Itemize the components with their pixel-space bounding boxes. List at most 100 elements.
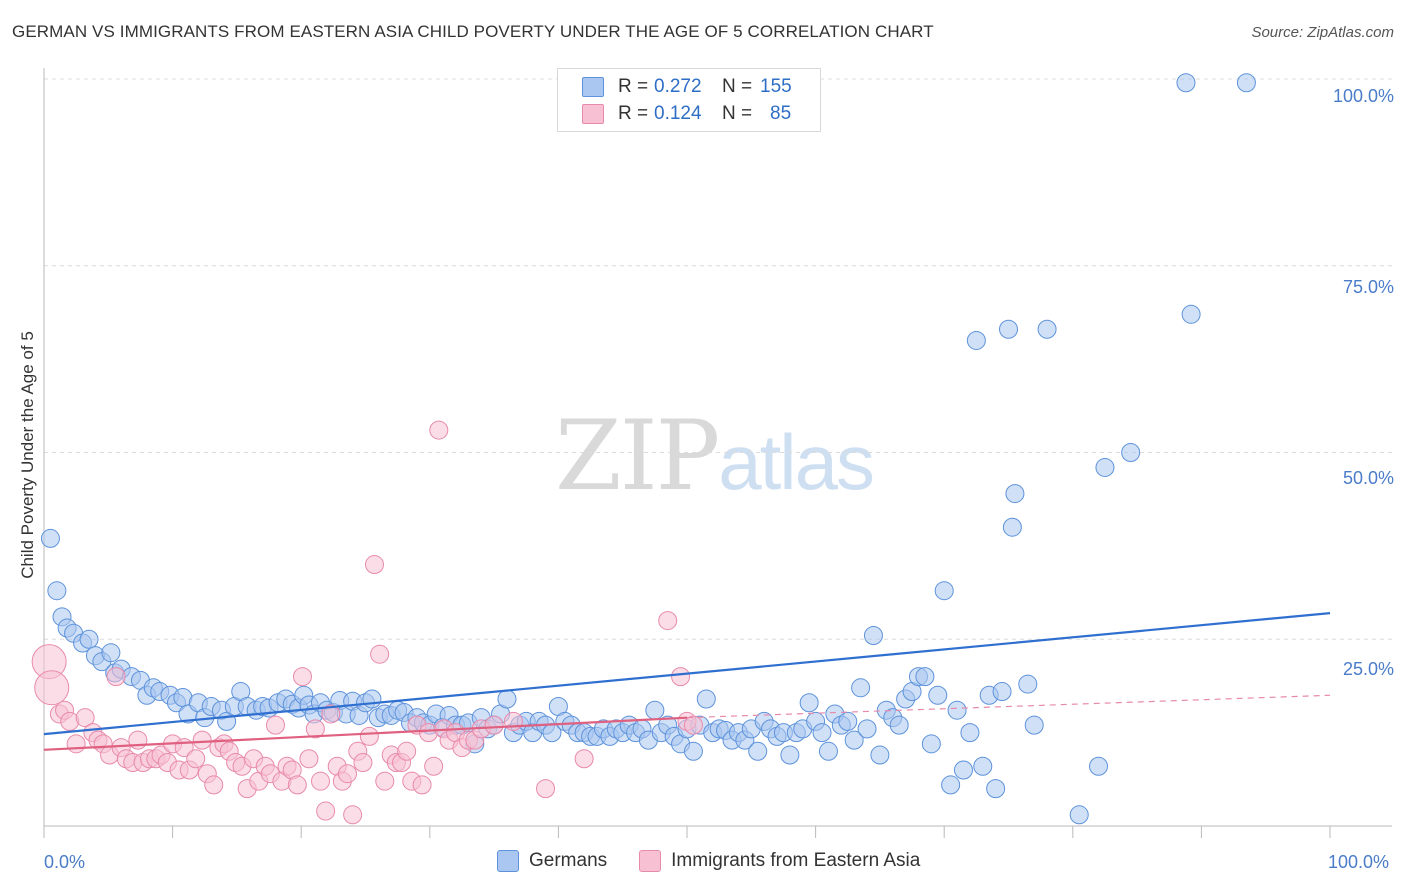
immigrant-point — [375, 771, 395, 791]
immigrant-point — [316, 801, 336, 821]
german-point — [928, 685, 948, 705]
correlation-legend: R = 0.272 N = 155 R = 0.124 N = 85 — [557, 68, 821, 132]
watermark-zip: ZIP — [555, 400, 720, 512]
legend-r-label: R = — [618, 103, 649, 124]
immigrant-point — [397, 741, 417, 761]
immigrant-point — [305, 719, 325, 739]
immigrant-point — [429, 420, 449, 440]
german-point — [101, 643, 121, 663]
immigrant-point — [337, 764, 357, 784]
immigrant-point — [484, 715, 504, 735]
german-point — [844, 730, 864, 750]
german-point — [497, 689, 517, 709]
x-tick-0: 0.0% — [44, 852, 86, 872]
immigrant-point — [683, 715, 703, 735]
german-point — [799, 693, 819, 713]
german-point — [851, 678, 871, 698]
german-point — [362, 689, 382, 709]
immigrant-point — [574, 749, 594, 769]
immigrant-point — [66, 734, 86, 754]
y-tick-75: 75.0% — [1342, 277, 1394, 297]
immigrant-point — [204, 775, 224, 795]
german-point — [47, 581, 67, 601]
series-swatch-immigrants — [639, 850, 662, 872]
german-point — [748, 741, 768, 761]
immigrant-point — [424, 756, 444, 776]
legend-row-immigrants: R = 0.124 N = 85 — [582, 102, 791, 126]
legend-r-value: 0.272 — [654, 76, 702, 97]
watermark-atlas: atlas — [718, 418, 875, 506]
german-point — [696, 689, 716, 709]
legend-n-label: N = — [722, 103, 753, 124]
immigrant-trend-line — [43, 716, 688, 751]
german-point — [1024, 715, 1044, 735]
german-point — [838, 711, 858, 731]
immigrant-point — [343, 805, 363, 825]
german-point — [966, 330, 986, 350]
german-point — [1069, 805, 1089, 825]
immigrant-point — [353, 753, 373, 773]
german-point — [1037, 319, 1057, 339]
y-tick-50: 50.0% — [1342, 468, 1394, 488]
series-legend-immigrants[interactable]: Immigrants from Eastern Asia — [639, 850, 920, 872]
legend-n-value: 85 — [770, 103, 792, 124]
german-point — [1089, 756, 1109, 776]
german-point — [921, 734, 941, 754]
german-point — [1095, 457, 1115, 477]
german-point — [934, 581, 954, 601]
german-point — [889, 715, 909, 735]
immigrant-point — [365, 555, 385, 575]
german-trend-line — [43, 612, 1331, 736]
series-swatch-germans — [497, 850, 519, 872]
german-point — [953, 760, 973, 780]
series-legend-germans[interactable]: Germans — [497, 850, 607, 872]
german-point — [780, 745, 800, 765]
immigrant-point — [265, 715, 285, 735]
chart-title: GERMAN VS IMMIGRANTS FROM EASTERN ASIA C… — [12, 22, 934, 41]
series-legend: Germans Immigrants from Eastern Asia — [497, 850, 952, 872]
legend-n-label: N = — [722, 76, 753, 97]
german-point — [863, 626, 883, 646]
german-point — [973, 756, 993, 776]
y-tick-100: 100.0% — [1332, 86, 1394, 106]
german-point — [683, 741, 703, 761]
german-point — [960, 723, 980, 743]
german-point — [1176, 73, 1196, 93]
series-label-immigrants: Immigrants from Eastern Asia — [671, 850, 921, 871]
immigrant-point — [186, 749, 206, 769]
immigrant-trend-extension — [686, 694, 1331, 719]
y-tick-25: 25.0% — [1342, 659, 1394, 679]
immigrant-point — [106, 667, 126, 687]
immigrant-point — [287, 775, 307, 795]
y-axis-label: Child Poverty Under the Age of 5 — [18, 331, 37, 579]
immigrant-point — [75, 708, 95, 728]
german-point — [1121, 443, 1141, 462]
immigrant-point — [292, 667, 312, 687]
x-tick-100: 100.0% — [1328, 852, 1390, 872]
german-point — [645, 700, 665, 720]
immigrant-point — [658, 611, 678, 631]
german-point — [1236, 73, 1256, 93]
immigrant-point — [671, 667, 691, 687]
german-point — [818, 741, 838, 761]
german-point — [941, 775, 961, 795]
immigrant-point — [321, 704, 341, 724]
german-point — [812, 723, 832, 743]
german-point — [1005, 484, 1025, 504]
immigrant-point — [299, 749, 319, 769]
german-point — [870, 745, 890, 765]
german-point — [915, 667, 935, 687]
legend-n-value: 155 — [760, 76, 792, 97]
german-point — [40, 528, 60, 548]
immigrant-point — [412, 775, 432, 795]
immigrant-point — [310, 771, 330, 791]
immigrant-point — [359, 726, 379, 746]
german-point — [1181, 304, 1201, 324]
watermark: ZIPatlas — [555, 400, 875, 512]
german-point — [999, 319, 1018, 339]
german-point — [1002, 517, 1022, 537]
german-point — [1018, 674, 1038, 694]
immigrant-point — [34, 670, 70, 706]
legend-swatch-immigrants — [582, 104, 604, 124]
